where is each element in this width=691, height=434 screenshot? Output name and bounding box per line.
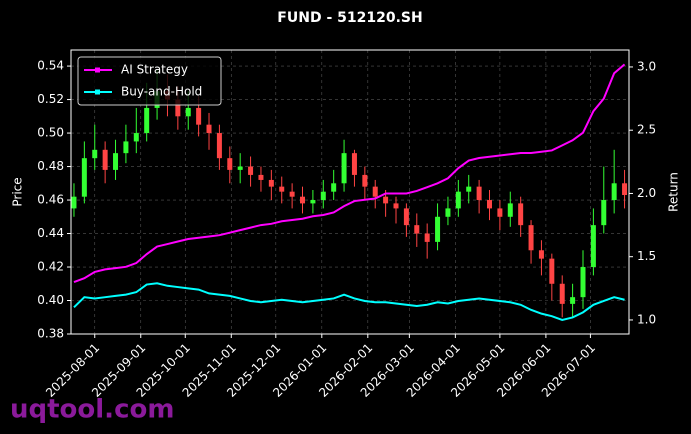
legend: AI Strategy Buy-and-Hold (77, 56, 222, 106)
candle-body (538, 250, 544, 259)
legend-label: AI Strategy (121, 63, 188, 77)
candle-body (601, 200, 607, 226)
candle-body (310, 200, 316, 204)
candle-body (383, 196, 389, 204)
candle-body (237, 166, 243, 170)
candle-body (279, 186, 285, 192)
y-tick-label: 0.46 (37, 193, 64, 207)
y2-tick-label: 1.0 (637, 312, 656, 326)
y-tick-label: 0.38 (37, 327, 64, 341)
candle-body (248, 166, 254, 175)
legend-marker (95, 89, 100, 95)
candle-body (372, 186, 378, 197)
y-tick-label: 0.54 (37, 59, 64, 73)
candle-body (414, 225, 420, 234)
candle-body (455, 191, 461, 209)
candle-body (518, 203, 524, 226)
candle-body (268, 179, 274, 187)
candle-body (113, 153, 119, 170)
line-series (73, 63, 626, 283)
y-tick-label: 0.44 (37, 226, 64, 240)
candle-body (476, 186, 482, 201)
candle-body (258, 174, 264, 180)
candle-body (507, 203, 513, 217)
candle-body (580, 267, 586, 298)
candle-body (289, 191, 295, 197)
candle-body (196, 107, 202, 125)
candle-body (331, 183, 337, 192)
y2-tick-label: 3.0 (637, 59, 656, 73)
candle-body (424, 233, 430, 242)
y-tick-label: 0.52 (37, 92, 64, 106)
candle-body (559, 283, 565, 304)
watermark: uqtool.com (10, 395, 174, 425)
line-series (73, 282, 625, 322)
y-axis-label: Price (11, 177, 25, 206)
chart-title: FUND - 512120.SH (277, 10, 422, 26)
candle-body (611, 183, 617, 201)
candle-body (102, 149, 108, 170)
candle-body (92, 149, 98, 159)
candle-body (341, 153, 347, 184)
candle-body (175, 99, 181, 117)
legend-box (77, 56, 222, 106)
candle-body (71, 196, 77, 209)
candle-body (185, 107, 191, 117)
candle-body (622, 183, 628, 196)
legend-label: Buy-and-Hold (121, 85, 202, 99)
candle-body (487, 200, 492, 209)
candle-body (216, 133, 222, 159)
y2-tick-label: 1.5 (637, 249, 656, 263)
candle-body (206, 124, 212, 134)
candle-body (351, 153, 357, 175)
candle-body (123, 141, 129, 154)
candle-body (466, 186, 472, 192)
candle-body (81, 158, 87, 197)
candle-body (133, 133, 139, 142)
candle-body (435, 216, 441, 242)
y-tick-label: 0.50 (37, 126, 64, 140)
candle-body (590, 225, 596, 268)
y2-axis-label: Return (667, 172, 681, 212)
candle-body (528, 225, 534, 251)
candle-body (393, 203, 399, 209)
candle-body (320, 191, 326, 201)
candle-body (445, 208, 451, 217)
plot-frame (70, 49, 630, 335)
candle-body (570, 297, 576, 304)
candle-body (403, 208, 409, 226)
y2-tick-label: 2.0 (637, 186, 656, 200)
candle-body (497, 208, 503, 217)
y-tick-label: 0.42 (37, 260, 64, 274)
candle-body (549, 258, 555, 284)
y-tick-label: 0.40 (37, 293, 64, 307)
y2-tick-label: 2.5 (637, 123, 656, 137)
legend-marker (95, 67, 100, 73)
candle-body (144, 107, 150, 134)
candle-body (300, 196, 306, 204)
y-tick-label: 0.48 (37, 159, 64, 173)
candle-body (227, 158, 233, 170)
candle-body (362, 174, 368, 187)
